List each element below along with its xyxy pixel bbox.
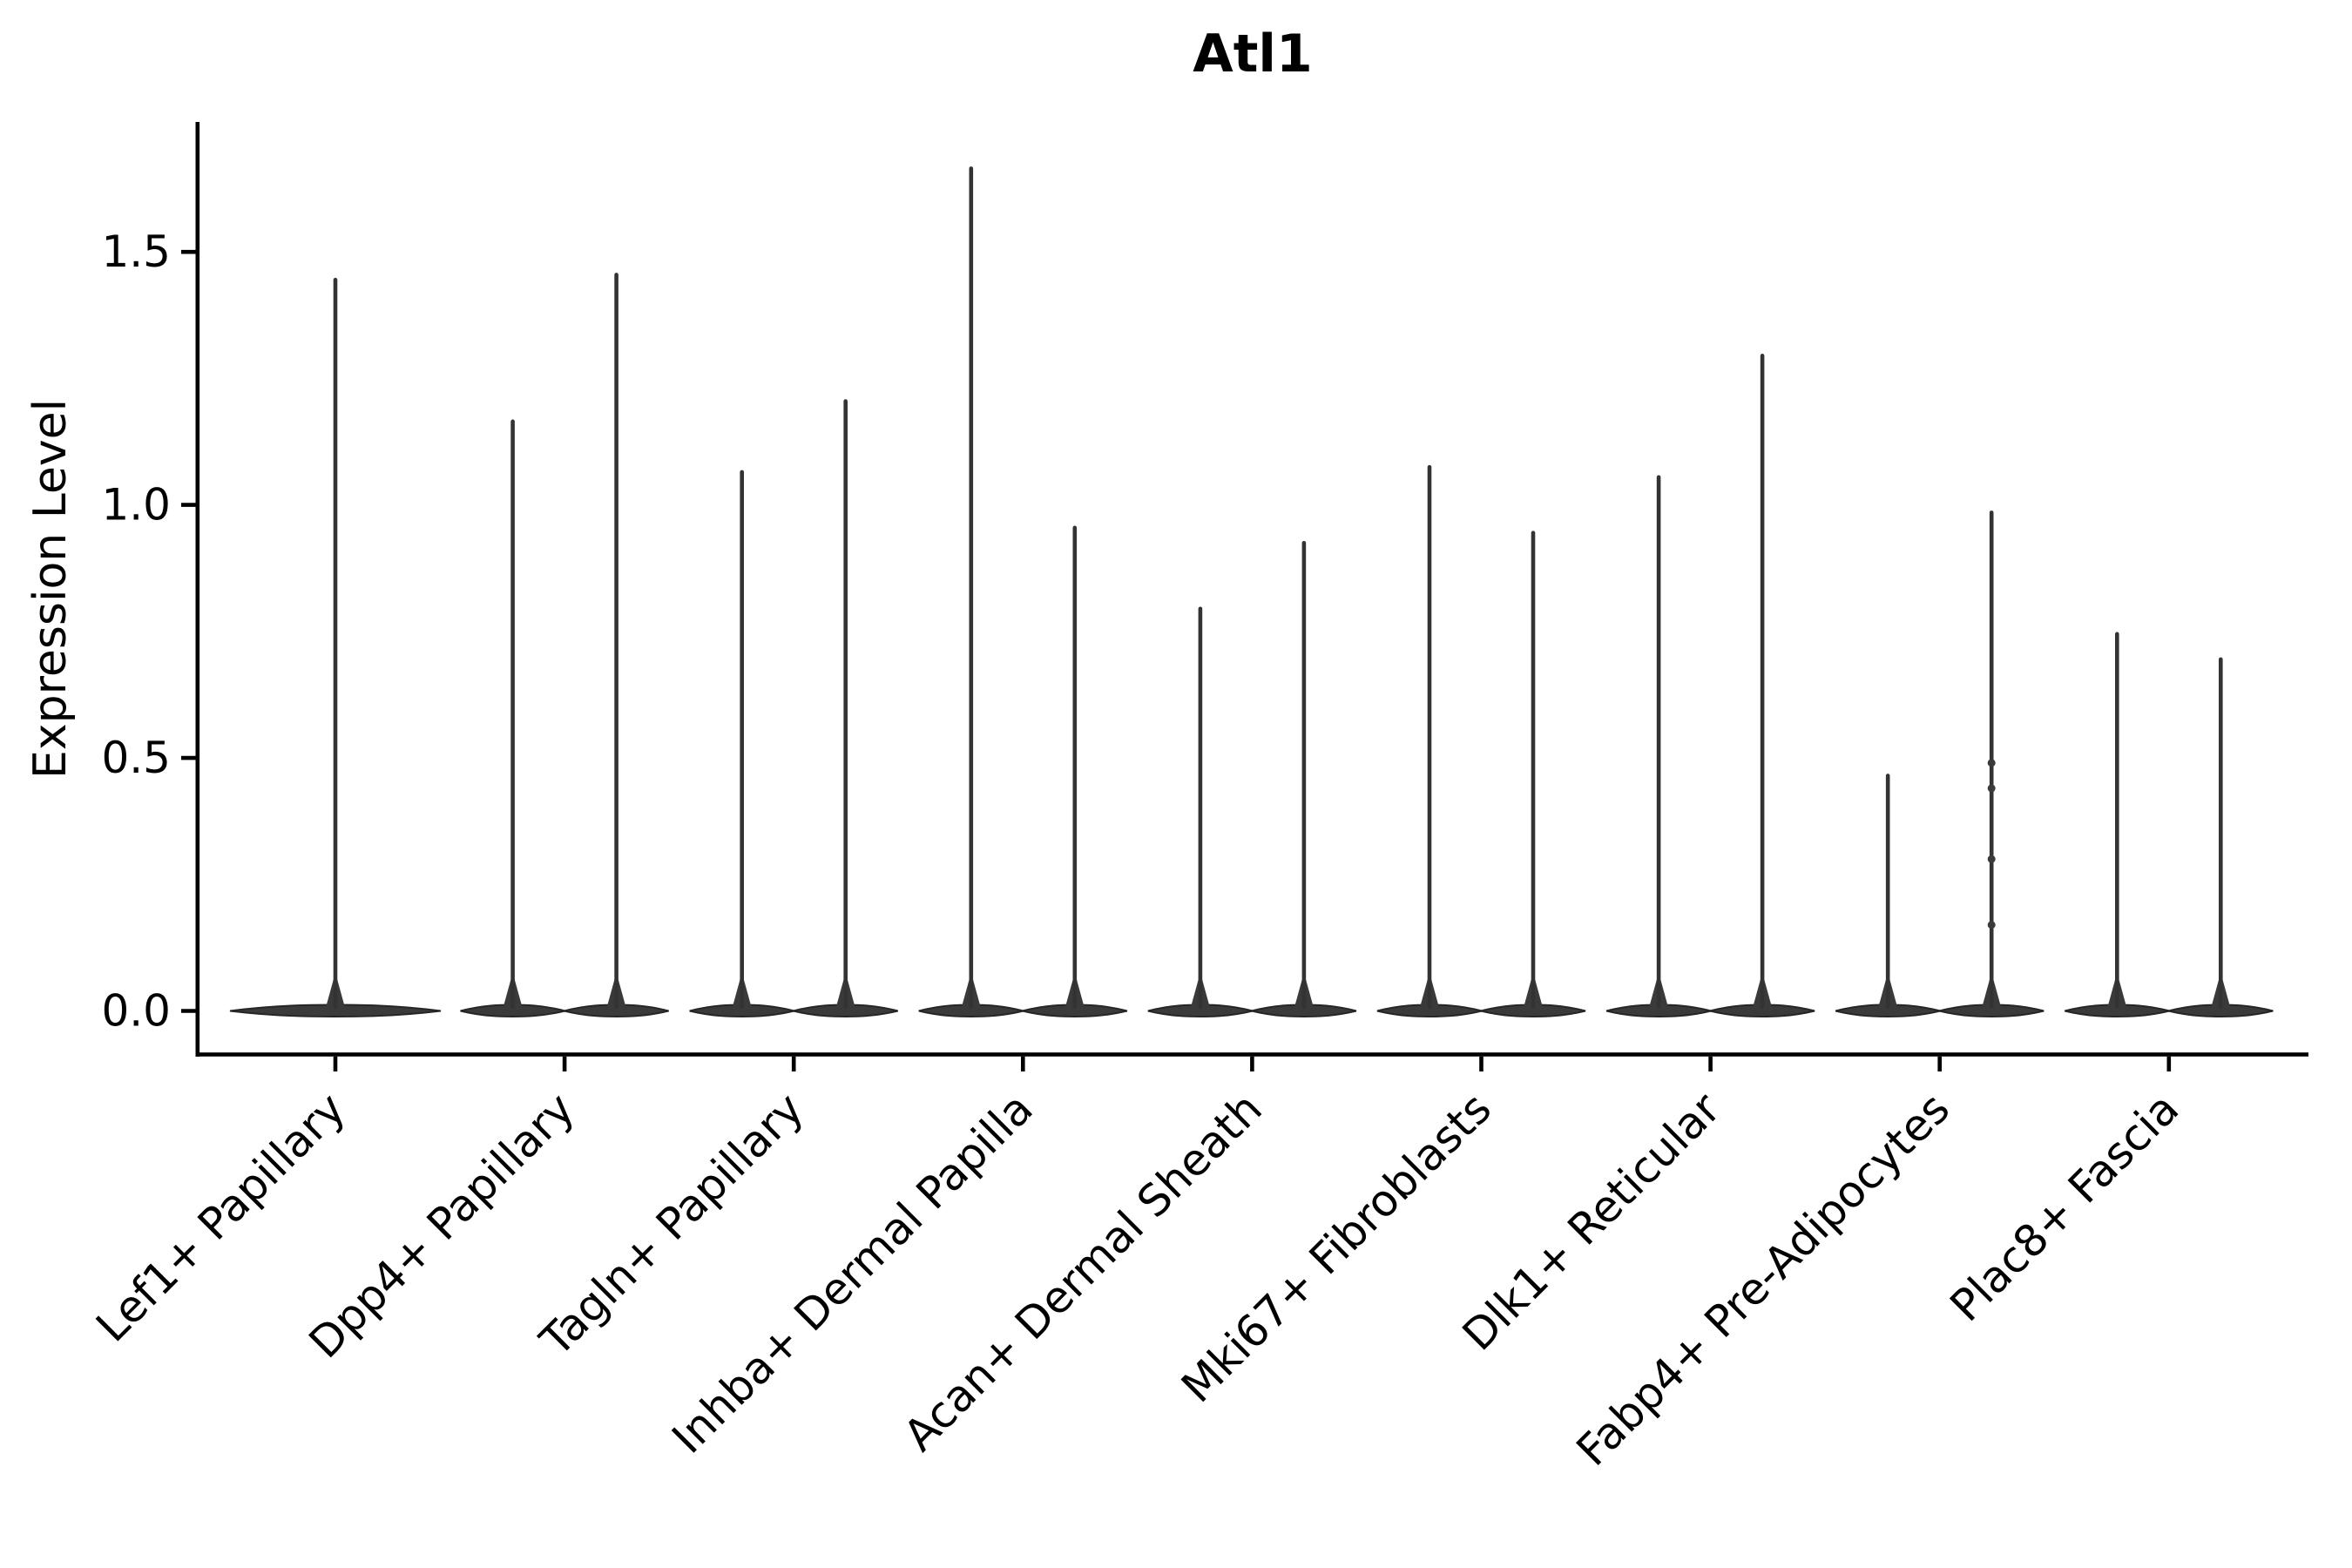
violin-category: [918, 166, 1128, 1017]
x-axis-spine: [195, 1052, 2308, 1057]
violin-base: [564, 1004, 669, 1017]
y-tick-label: 1.5: [101, 226, 171, 277]
y-axis-label: Expression Level: [24, 399, 77, 779]
violin-category: [229, 277, 442, 1017]
y-tick-label: 0.0: [101, 986, 171, 1037]
violin-category: [1835, 510, 2044, 1017]
violin-base: [1480, 1004, 1586, 1017]
y-tick-label: 1.0: [101, 480, 171, 531]
y-axis-spine: [195, 122, 200, 1057]
x-tick-label: Fabp4+ Pre-Adipocytes: [1567, 1083, 1960, 1476]
violin-base: [2168, 1004, 2274, 1017]
violin-category: [460, 273, 669, 1017]
expression-point: [1987, 784, 1996, 793]
expression-point: [1987, 759, 1996, 767]
y-axis-ticks: 0.0 0.5 1.0 1.5: [101, 226, 198, 1037]
violin-base: [1251, 1004, 1357, 1017]
chart-title: Atl1: [1193, 24, 1312, 84]
violin-base: [229, 1004, 442, 1017]
violin-category: [1147, 540, 1357, 1017]
violin-category: [689, 399, 898, 1017]
violin-category: [1605, 354, 1815, 1017]
violin-category: [2065, 632, 2274, 1017]
expression-point: [1987, 855, 1996, 863]
x-tick-label: Lef1+ Papillary: [86, 1083, 355, 1351]
y-tick-label: 0.5: [101, 733, 171, 783]
violin-base: [1022, 1004, 1128, 1017]
x-axis-ticks: [333, 1056, 2172, 1071]
violin-base: [793, 1004, 898, 1017]
expression-point: [1987, 921, 1996, 929]
violin-base: [1938, 1004, 2044, 1017]
x-tick-label: Plac8+ Fascia: [1941, 1083, 2189, 1331]
violin-category: [1376, 464, 1586, 1017]
violin-base: [1709, 1004, 1815, 1017]
violins: [229, 166, 2274, 1017]
